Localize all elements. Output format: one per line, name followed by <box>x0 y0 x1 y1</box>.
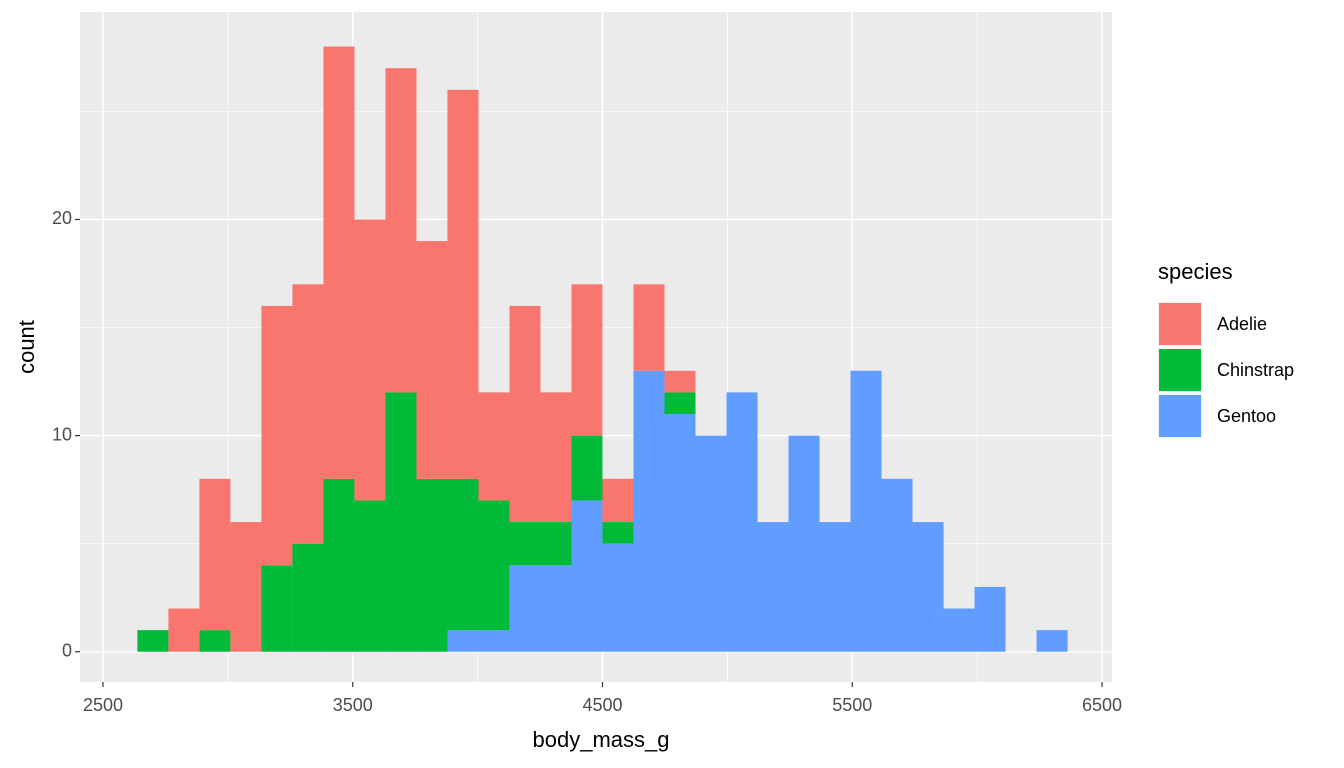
x-tick-label: 6500 <box>1082 695 1122 715</box>
histogram-bar <box>478 500 510 631</box>
histogram-bar <box>323 478 355 652</box>
histogram-bar <box>571 435 603 501</box>
histogram-bar <box>602 478 634 523</box>
histogram-bar <box>540 392 572 523</box>
histogram-bar <box>943 608 975 652</box>
x-tick-label: 2500 <box>83 695 123 715</box>
histogram-bar <box>230 522 262 652</box>
histogram-bar <box>354 219 386 501</box>
histogram-bar <box>261 305 293 566</box>
histogram-bar <box>571 500 603 652</box>
histogram-bar <box>602 522 634 544</box>
x-axis-title: body_mass_g <box>533 727 670 752</box>
histogram-bar <box>416 241 448 479</box>
histogram-bar <box>447 89 479 479</box>
histogram-bar <box>974 586 1006 652</box>
histogram-bar <box>664 392 696 414</box>
histogram-bar <box>1036 630 1068 652</box>
y-axis-title: count <box>14 320 39 374</box>
histogram-bar <box>292 543 324 652</box>
legend-label: Adelie <box>1217 314 1267 334</box>
histogram-bar <box>199 478 231 631</box>
histogram-bar <box>509 522 541 566</box>
legend-swatch <box>1159 349 1201 391</box>
histogram-bar <box>788 435 820 652</box>
y-tick-label: 10 <box>52 424 72 444</box>
histogram-bar <box>416 478 448 652</box>
histogram-bar <box>664 370 696 393</box>
legend-title: species <box>1158 259 1233 284</box>
histogram-bar <box>819 522 851 652</box>
x-tick-label: 3500 <box>333 695 373 715</box>
histogram-bar <box>354 500 386 652</box>
histogram-bar <box>478 630 510 652</box>
histogram-bar <box>540 565 572 652</box>
histogram-bar <box>385 68 417 393</box>
histogram-bar <box>912 522 944 652</box>
histogram-bar <box>602 543 634 652</box>
histogram-bar <box>540 522 572 566</box>
histogram-bar <box>323 46 355 479</box>
histogram-bar <box>261 565 293 652</box>
legend-swatch <box>1159 395 1201 437</box>
y-tick-label: 0 <box>62 640 72 660</box>
y-tick-label: 20 <box>52 208 72 228</box>
histogram-bar <box>478 392 510 501</box>
histogram-bar <box>447 630 479 652</box>
histogram-bar <box>850 370 882 652</box>
histogram-bar <box>695 435 727 652</box>
histogram-bar <box>633 284 665 371</box>
histogram-bar <box>199 630 231 652</box>
histogram-bar <box>385 392 417 652</box>
histogram-bar <box>292 284 324 544</box>
legend-label: Gentoo <box>1217 406 1276 426</box>
legend-swatch <box>1159 303 1201 345</box>
histogram-bar <box>509 305 541 523</box>
histogram-bar <box>664 414 696 652</box>
histogram-bar <box>509 565 541 652</box>
histogram-bar <box>571 284 603 436</box>
histogram-bar <box>757 522 789 652</box>
legend-label: Chinstrap <box>1217 360 1294 380</box>
histogram-bar <box>447 478 479 631</box>
histogram-bar <box>726 392 758 652</box>
histogram-bar <box>881 478 913 652</box>
x-tick-label: 5500 <box>832 695 872 715</box>
x-tick-label: 4500 <box>582 695 622 715</box>
histogram-bar <box>137 630 169 652</box>
histogram-bar <box>168 608 200 652</box>
histogram-bar <box>633 370 665 652</box>
